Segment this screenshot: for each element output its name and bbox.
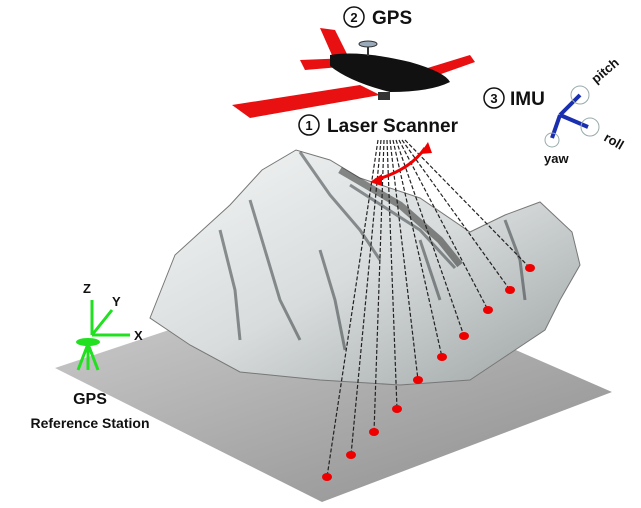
imu-axes xyxy=(544,85,600,148)
reference-station xyxy=(76,300,130,371)
component-label: GPS xyxy=(372,8,412,29)
number-circle xyxy=(298,114,320,136)
scan-arrow xyxy=(420,142,432,154)
number-circle xyxy=(343,6,365,28)
airplane xyxy=(232,28,475,118)
reference-axis-label: Z xyxy=(83,281,91,296)
component-label: IMU xyxy=(510,89,545,110)
scan-arrow xyxy=(370,174,382,186)
imu-axis-label: roll xyxy=(602,130,627,153)
terrain xyxy=(55,149,612,502)
component-number: 2 xyxy=(350,10,357,25)
component-label: Laser Scanner xyxy=(327,116,459,137)
station-label: Reference Station xyxy=(30,415,149,431)
laser-beams xyxy=(326,139,531,478)
component-number: 3 xyxy=(490,91,497,106)
station-label: GPS xyxy=(73,391,107,408)
imu-axis-label: pitch xyxy=(588,55,621,86)
imu-axis-label: yaw xyxy=(544,151,569,166)
reference-axis-label: X xyxy=(134,328,143,343)
number-circle xyxy=(483,87,505,109)
laser-returns xyxy=(322,264,535,481)
component-number: 1 xyxy=(305,118,312,133)
reference-axis-label: Y xyxy=(112,294,121,309)
